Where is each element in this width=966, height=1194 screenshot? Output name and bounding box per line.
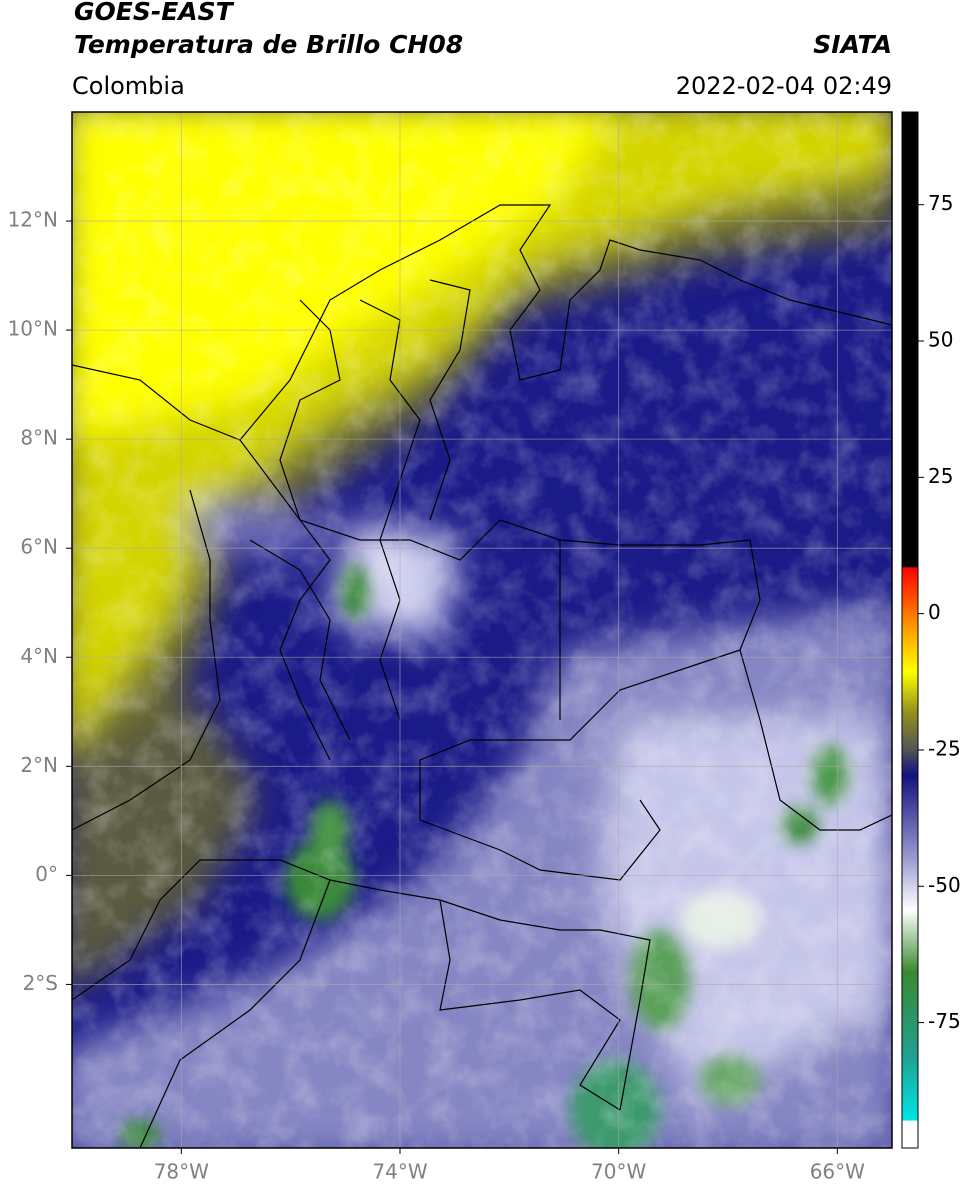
x-tick-label: 70°W xyxy=(591,1160,646,1184)
title: GOES-EAST xyxy=(74,0,235,26)
colorbar-tick-label: 0 xyxy=(928,600,941,624)
colorbar-tick-label: 25 xyxy=(928,464,953,488)
x-tick-label: 74°W xyxy=(372,1160,427,1184)
source: SIATA xyxy=(813,30,892,59)
x-tick-label: 66°W xyxy=(810,1160,865,1184)
colorbar-tick-label: -75 xyxy=(928,1009,961,1033)
subtitle: Temperatura de Brillo CH08 xyxy=(74,30,463,59)
datetime: 2022-02-04 02:49 xyxy=(676,72,892,100)
x-tick-label: 78°W xyxy=(154,1160,209,1184)
colorbar-tick-label: 75 xyxy=(928,191,953,215)
y-tick-label: 2°N xyxy=(20,753,58,777)
map-frame xyxy=(71,111,893,1149)
colorbar-tick-label: 50 xyxy=(928,328,953,352)
y-tick-label: 4°N xyxy=(20,644,58,668)
y-tick-label: 6°N xyxy=(20,535,58,559)
colorbar-tick-label: -25 xyxy=(928,736,961,760)
y-tick-label: 12°N xyxy=(8,208,58,232)
y-tick-label: 0° xyxy=(35,862,58,886)
y-tick-label: 8°N xyxy=(20,426,58,450)
y-tick-label: 10°N xyxy=(8,317,58,341)
region: Colombia xyxy=(72,72,185,100)
colorbar xyxy=(901,111,919,1149)
satellite-image xyxy=(72,112,892,1148)
y-tick-label: 2°S xyxy=(23,971,58,995)
colorbar-tick-label: -50 xyxy=(928,873,961,897)
